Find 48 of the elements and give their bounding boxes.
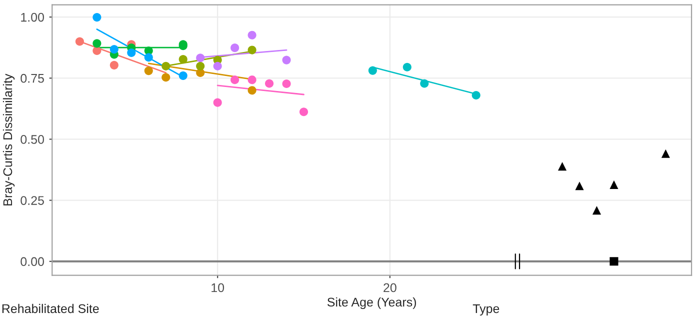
point xyxy=(472,90,480,100)
point xyxy=(610,180,618,189)
point xyxy=(282,56,291,64)
text: Rehabilitated Site xyxy=(2,304,99,314)
point xyxy=(144,53,153,62)
point xyxy=(92,13,102,22)
x-axis-title: Site Age (Years) xyxy=(327,297,416,310)
point xyxy=(248,76,256,84)
point xyxy=(92,39,102,48)
point xyxy=(402,62,412,72)
point xyxy=(368,66,377,75)
point xyxy=(265,79,274,88)
y-tick-label: 1.00 xyxy=(21,12,44,22)
point xyxy=(162,73,170,82)
y-tick-label: 0.00 xyxy=(20,257,44,266)
point xyxy=(75,37,84,46)
point xyxy=(248,86,256,95)
point xyxy=(248,46,256,54)
x-tick-label: 10 xyxy=(212,283,224,292)
point xyxy=(178,55,188,64)
point xyxy=(610,257,618,266)
point xyxy=(162,62,170,70)
y-axis-title: Bray-Curtis Dissimilarity xyxy=(2,74,15,206)
point xyxy=(420,79,429,88)
point xyxy=(178,71,188,80)
point xyxy=(196,62,205,70)
y-tick-label: 0.25 xyxy=(20,196,44,205)
point xyxy=(592,206,602,215)
point xyxy=(248,30,256,40)
y-tick-label: 0.50 xyxy=(20,135,44,144)
point xyxy=(661,149,670,158)
point xyxy=(110,45,118,54)
point xyxy=(127,48,136,57)
point xyxy=(299,108,308,116)
x-tick-label: 20 xyxy=(384,283,396,292)
point xyxy=(196,54,205,62)
point xyxy=(575,182,584,190)
point xyxy=(213,98,222,107)
text: Type xyxy=(472,304,500,316)
y-tick-label: 0.75 xyxy=(20,74,44,83)
point xyxy=(230,76,240,84)
point xyxy=(213,62,222,70)
point xyxy=(558,162,567,171)
point xyxy=(230,44,240,52)
point xyxy=(144,66,153,76)
point xyxy=(92,46,102,56)
point xyxy=(282,79,291,88)
point xyxy=(110,60,118,70)
